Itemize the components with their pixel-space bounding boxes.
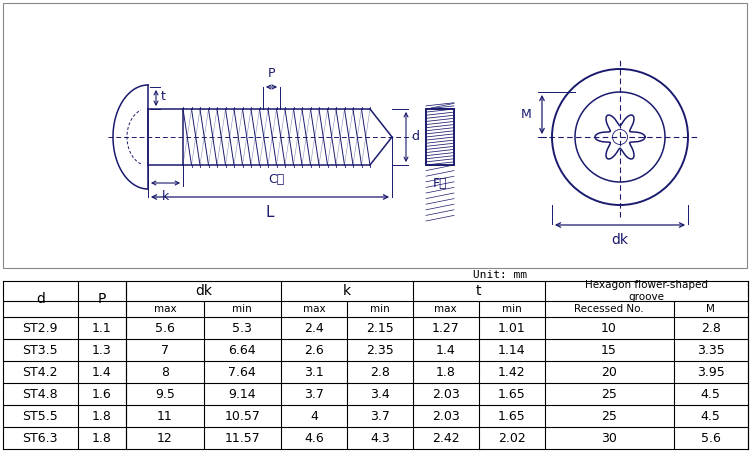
Text: max: max [303, 304, 325, 314]
Text: 1.4: 1.4 [92, 365, 112, 379]
Text: 5.3: 5.3 [232, 322, 252, 334]
Text: 3.7: 3.7 [304, 388, 324, 400]
Text: 7.64: 7.64 [228, 365, 256, 379]
Text: 30: 30 [601, 431, 617, 445]
Text: max: max [154, 304, 176, 314]
Text: 6.64: 6.64 [228, 344, 256, 357]
Text: dk: dk [195, 284, 212, 298]
Text: ST4.8: ST4.8 [23, 388, 58, 400]
Text: 1.42: 1.42 [498, 365, 526, 379]
Text: 3.1: 3.1 [304, 365, 324, 379]
Text: ST2.9: ST2.9 [23, 322, 58, 334]
Text: dk: dk [611, 233, 629, 247]
Text: Unit: mm: Unit: mm [473, 270, 527, 280]
Text: 2.03: 2.03 [432, 410, 460, 423]
Text: 25: 25 [601, 410, 617, 423]
Text: Hexagon flower-shaped
groove: Hexagon flower-shaped groove [585, 280, 707, 302]
Text: t: t [476, 284, 481, 298]
Text: 2.15: 2.15 [366, 322, 394, 334]
Text: ST6.3: ST6.3 [23, 431, 58, 445]
Text: 1.65: 1.65 [498, 388, 526, 400]
Text: 1.01: 1.01 [498, 322, 526, 334]
Text: 11.57: 11.57 [225, 431, 260, 445]
Text: P: P [98, 292, 106, 306]
Text: P: P [268, 67, 276, 80]
Text: 3.7: 3.7 [369, 410, 390, 423]
Text: Recessed No.: Recessed No. [575, 304, 644, 314]
Text: 4.3: 4.3 [370, 431, 390, 445]
Text: 11: 11 [157, 410, 173, 423]
Text: 5.6: 5.6 [701, 431, 721, 445]
Bar [426, 109, 454, 165]
Text: 20: 20 [601, 365, 617, 379]
Text: d: d [36, 292, 45, 306]
Text: 10.57: 10.57 [225, 410, 260, 423]
Text: min: min [502, 304, 521, 314]
Text: min: min [370, 304, 390, 314]
Text: 7: 7 [161, 344, 169, 357]
Text: 4.5: 4.5 [701, 388, 721, 400]
Bar [426, 109, 454, 165]
Text: 12: 12 [157, 431, 173, 445]
Text: 1.8: 1.8 [92, 431, 112, 445]
Text: ST4.2: ST4.2 [23, 365, 58, 379]
Text: 4.5: 4.5 [701, 410, 721, 423]
Text: 9.5: 9.5 [155, 388, 175, 400]
Text: 8: 8 [161, 365, 169, 379]
Text: d: d [411, 131, 419, 143]
Text: 2.02: 2.02 [498, 431, 526, 445]
Text: 2.03: 2.03 [432, 388, 460, 400]
Text: min: min [232, 304, 252, 314]
Text: 9.14: 9.14 [228, 388, 256, 400]
Text: 3.35: 3.35 [697, 344, 725, 357]
Text: M: M [521, 108, 532, 121]
Text: 1.1: 1.1 [92, 322, 112, 334]
Bar [3, 3, 747, 268]
Text: 1.4: 1.4 [436, 344, 456, 357]
Text: 2.4: 2.4 [304, 322, 324, 334]
Text: F型: F型 [433, 177, 448, 190]
Text: 10: 10 [601, 322, 617, 334]
Text: 1.27: 1.27 [432, 322, 460, 334]
Text: 3.4: 3.4 [370, 388, 390, 400]
Text: 1.8: 1.8 [92, 410, 112, 423]
Text: 15: 15 [601, 344, 617, 357]
Text: 2.6: 2.6 [304, 344, 324, 357]
Text: k: k [342, 284, 351, 298]
Text: max: max [434, 304, 457, 314]
Text: 2.8: 2.8 [369, 365, 390, 379]
Text: 1.65: 1.65 [498, 410, 526, 423]
Text: ST3.5: ST3.5 [23, 344, 58, 357]
Text: 4.6: 4.6 [304, 431, 324, 445]
Text: 25: 25 [601, 388, 617, 400]
Text: 1.6: 1.6 [92, 388, 112, 400]
Text: 2.42: 2.42 [432, 431, 460, 445]
Text: M: M [706, 304, 715, 314]
Text: 2.8: 2.8 [701, 322, 721, 334]
Text: 5.6: 5.6 [155, 322, 175, 334]
Text: 3.95: 3.95 [697, 365, 725, 379]
Text: L: L [266, 205, 274, 220]
Text: 1.14: 1.14 [498, 344, 526, 357]
Text: k: k [162, 190, 169, 203]
Text: C型: C型 [268, 173, 285, 186]
Bar [426, 109, 454, 165]
Text: 1.3: 1.3 [92, 344, 112, 357]
Text: 4: 4 [310, 410, 318, 423]
Text: ST5.5: ST5.5 [23, 410, 58, 423]
Text: t: t [161, 90, 166, 102]
Text: 1.8: 1.8 [436, 365, 456, 379]
Text: 2.35: 2.35 [366, 344, 394, 357]
